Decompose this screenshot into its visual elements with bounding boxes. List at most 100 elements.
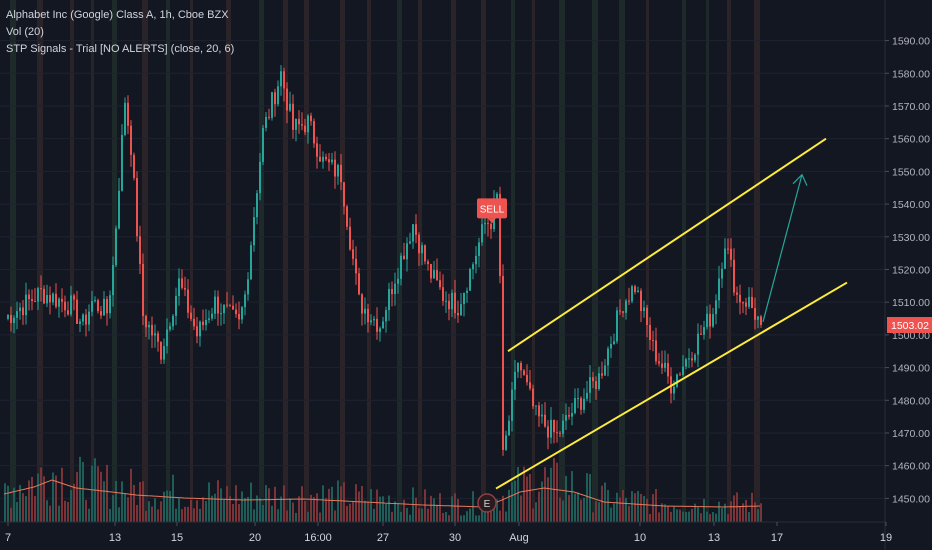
volume-bar xyxy=(337,480,339,522)
candle-body xyxy=(595,381,597,389)
volume-bar xyxy=(328,488,330,522)
candle-body xyxy=(574,398,576,414)
volume-bar xyxy=(373,508,375,522)
earnings-marker[interactable] xyxy=(477,493,497,513)
volume-bar xyxy=(421,508,423,522)
symbol-title[interactable]: Alphabet Inc (Google) Class A, 1h, Cboe … xyxy=(6,9,229,21)
candle-body xyxy=(706,313,708,328)
time-tick-label: 19 xyxy=(880,532,892,544)
price-tick-label: 1450.00 xyxy=(892,493,930,505)
channel-upper-line[interactable] xyxy=(507,137,827,353)
candle-body xyxy=(226,304,228,306)
candle-body xyxy=(364,308,366,314)
volume-bar xyxy=(238,504,240,522)
candle-body xyxy=(667,362,669,377)
volume-bar xyxy=(544,467,546,522)
time-axis[interactable]: 7 13 15 20 16:00 27 30 Aug 10 13 17 19 xyxy=(0,521,892,544)
candle-body xyxy=(61,298,63,302)
volume-bar xyxy=(175,508,177,522)
volume-bar xyxy=(382,496,384,522)
volume-bar xyxy=(136,505,138,522)
volume-bar xyxy=(454,493,456,522)
sell-signal-label[interactable] xyxy=(477,198,507,219)
candle-body xyxy=(235,309,237,314)
volume-bar xyxy=(397,503,399,522)
overlays: SELL E xyxy=(477,137,848,513)
volume-bar xyxy=(196,500,198,522)
candle-body xyxy=(85,314,87,325)
earnings-marker-text: E xyxy=(484,499,491,510)
price-axis[interactable]: 1590.00 1580.00 1570.00 1560.00 1550.00 1540.… xyxy=(884,0,932,550)
volume-bar xyxy=(100,471,102,522)
volume-bar xyxy=(34,495,36,522)
volume-bar xyxy=(166,490,168,522)
volume-bar xyxy=(532,508,534,522)
volume-bar xyxy=(721,508,723,522)
candle-body xyxy=(37,288,39,302)
candle-body xyxy=(313,121,315,144)
candle-body xyxy=(145,315,147,328)
volume-bar xyxy=(754,502,756,522)
candle-body xyxy=(685,359,687,367)
volume-legend[interactable]: Vol (20) xyxy=(6,26,44,38)
candle-body xyxy=(295,119,297,130)
volume-bar xyxy=(727,514,729,522)
volume-bar xyxy=(112,495,114,522)
price-tick-label: 1470.00 xyxy=(892,428,930,440)
candle-body xyxy=(676,374,678,387)
candle-body xyxy=(661,363,663,368)
candle-body xyxy=(637,290,639,292)
candle-body xyxy=(100,311,102,316)
volume-bar xyxy=(124,493,126,522)
candle-body xyxy=(307,115,309,133)
indicator-legend[interactable]: STP Signals - Trial [NO ALERTS] (close, … xyxy=(6,43,235,55)
candle-body xyxy=(589,377,591,393)
volume-bar xyxy=(667,505,669,522)
volume-bar xyxy=(493,507,495,522)
volume-bar xyxy=(724,503,726,522)
volume-bar xyxy=(553,458,555,522)
candle-body xyxy=(331,159,333,163)
candle-body xyxy=(412,224,414,242)
candle-body xyxy=(217,296,219,314)
candle-body xyxy=(580,398,582,410)
candle-body xyxy=(190,312,192,319)
volume-bar xyxy=(292,502,294,522)
candle-body xyxy=(7,314,9,319)
volume-bar xyxy=(433,498,435,522)
volume-bar xyxy=(295,512,297,522)
candle-body xyxy=(343,182,345,207)
candle-body xyxy=(73,295,75,300)
projection-arrow[interactable] xyxy=(762,174,803,322)
candle-body xyxy=(109,295,111,314)
signal-band xyxy=(532,0,535,522)
volume-bar xyxy=(580,499,582,522)
volume-bar xyxy=(352,501,354,522)
candle-body xyxy=(652,339,654,341)
volume-bar xyxy=(619,497,621,522)
candle-body xyxy=(196,326,198,337)
channel-lower-line[interactable] xyxy=(495,281,848,490)
volume-bar xyxy=(517,466,519,522)
volume-bar xyxy=(310,494,312,522)
price-tick-label: 1510.00 xyxy=(892,297,930,309)
candle-body xyxy=(139,236,141,264)
volume-bar xyxy=(187,506,189,522)
volume-bar xyxy=(385,503,387,522)
candle-body xyxy=(490,223,492,230)
signal-band xyxy=(397,0,402,522)
last-price-badge[interactable] xyxy=(887,317,932,334)
time-tick-label: 15 xyxy=(171,532,183,544)
candle-body xyxy=(31,299,33,301)
volume-bars xyxy=(3,456,762,522)
signal-band xyxy=(190,0,193,522)
volume-bar xyxy=(760,503,762,522)
volume-bar xyxy=(142,481,144,522)
volume-bar xyxy=(286,510,288,522)
candle-body xyxy=(475,255,477,265)
volume-bar xyxy=(400,512,402,522)
volume-bar xyxy=(442,512,444,522)
volume-bar xyxy=(646,498,648,522)
volume-bar xyxy=(508,489,510,522)
